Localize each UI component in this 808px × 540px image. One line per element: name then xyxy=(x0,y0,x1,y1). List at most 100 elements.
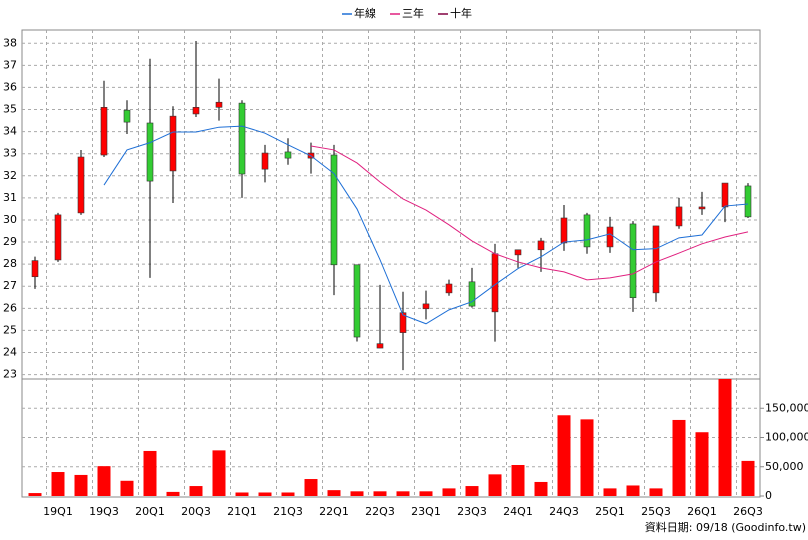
y-tick-label: 36 xyxy=(3,80,17,93)
legend-label: 三年 xyxy=(402,6,424,20)
volume-bar xyxy=(603,488,617,496)
candle-body xyxy=(192,107,200,115)
x-tick-label: 22Q1 xyxy=(319,505,349,518)
y-tick-label: 37 xyxy=(3,58,17,71)
candle-body xyxy=(261,152,269,170)
y-tick-label: 38 xyxy=(3,36,17,49)
volume-bar xyxy=(695,432,709,496)
plot-frame xyxy=(21,29,761,498)
candle-body xyxy=(31,260,39,278)
candle-body xyxy=(652,225,660,294)
candle-body xyxy=(583,214,591,248)
x-tick-label: 22Q3 xyxy=(365,505,395,518)
volume-bar xyxy=(258,492,272,496)
x-tick-label: 25Q3 xyxy=(641,505,671,518)
volume-bar xyxy=(442,488,456,496)
volume-bar xyxy=(419,491,433,496)
y-tick-label: 34 xyxy=(3,125,17,138)
candle-body xyxy=(238,102,246,175)
candle-body xyxy=(721,182,729,208)
candle-body xyxy=(123,109,131,123)
candle-body xyxy=(100,107,108,156)
candle-body xyxy=(445,283,453,294)
x-tick-label: 21Q1 xyxy=(227,505,257,518)
x-tick-label: 23Q3 xyxy=(457,505,487,518)
volume-bar xyxy=(28,493,42,496)
volume-bar xyxy=(741,460,755,496)
legend-label: 十年 xyxy=(450,6,472,20)
y-tick-label: 23 xyxy=(3,368,17,381)
y-tick-label: 27 xyxy=(3,279,17,292)
volume-bar xyxy=(488,474,502,496)
x-tick-label: 19Q1 xyxy=(43,505,73,518)
volume-bar xyxy=(235,492,249,496)
x-tick-label: 20Q3 xyxy=(181,505,211,518)
candle-body xyxy=(744,185,752,218)
candle-body xyxy=(698,206,706,210)
volume-bar xyxy=(626,485,640,496)
x-tick-label: 24Q3 xyxy=(549,505,579,518)
volume-bar xyxy=(304,479,318,496)
candle-body xyxy=(215,101,223,108)
y-tick-label: 24 xyxy=(3,345,17,358)
x-tick-label: 24Q1 xyxy=(503,505,533,518)
volume-bar xyxy=(281,492,295,496)
y-tick-label: 26 xyxy=(3,301,17,314)
candle-body xyxy=(675,206,683,227)
y-tick-label: 31 xyxy=(3,191,17,204)
y-tick-label: 25 xyxy=(3,323,17,336)
volume-bar xyxy=(143,450,157,496)
ma-line xyxy=(103,125,749,325)
y-tick-label: 33 xyxy=(3,147,17,160)
volume-bar xyxy=(74,474,88,496)
candle-body xyxy=(399,312,407,333)
volume-bar xyxy=(557,415,571,496)
candle-body xyxy=(146,122,154,182)
candle-body xyxy=(537,240,545,251)
x-tick-label: 20Q1 xyxy=(135,505,165,518)
y-tick-label: 30 xyxy=(3,213,17,226)
candle-body xyxy=(169,115,177,172)
candle-body xyxy=(606,226,614,248)
volume-bar xyxy=(120,480,134,496)
volume-bar xyxy=(212,450,226,496)
x-tick-label: 26Q3 xyxy=(733,505,763,518)
y-tick-label: 32 xyxy=(3,169,17,182)
volume-bar xyxy=(672,419,686,496)
candle-body xyxy=(353,264,361,338)
volume-bar xyxy=(580,419,594,496)
y2-tick-label: 0 xyxy=(765,489,772,502)
x-tick-label: 23Q1 xyxy=(411,505,441,518)
x-tick-label: 25Q1 xyxy=(595,505,625,518)
volume-bar xyxy=(350,491,364,496)
volume-bar xyxy=(373,491,387,496)
y-tick-label: 28 xyxy=(3,257,17,270)
candle-body xyxy=(77,156,85,214)
candle-body xyxy=(560,217,568,244)
y-tick-label: 35 xyxy=(3,103,17,116)
y2-tick-label: 50,000 xyxy=(765,460,804,473)
source-note: 資料日期: 09/18 (Goodinfo.tw) xyxy=(645,520,806,534)
y2-tick-label: 150,000 xyxy=(765,401,808,414)
candle-body xyxy=(422,303,430,310)
x-tick-label: 21Q3 xyxy=(273,505,303,518)
y2-tick-label: 100,000 xyxy=(765,431,808,444)
volume-bar xyxy=(189,486,203,496)
volume-bar xyxy=(396,491,410,496)
volume-bar xyxy=(465,486,479,496)
x-tick-label: 26Q1 xyxy=(687,505,717,518)
volume-bar xyxy=(51,472,65,496)
candle-body xyxy=(284,151,292,159)
volume-bar xyxy=(649,488,663,496)
candle-body xyxy=(468,281,476,307)
volume-bar xyxy=(718,379,732,496)
volume-bar xyxy=(327,490,341,496)
candle-body xyxy=(330,154,338,266)
legend-label: 年線 xyxy=(354,6,376,20)
x-tick-label: 19Q3 xyxy=(89,505,119,518)
candle-body xyxy=(54,214,62,261)
candle-body xyxy=(629,223,637,299)
volume-bar xyxy=(166,491,180,496)
volume-bar xyxy=(511,464,525,496)
